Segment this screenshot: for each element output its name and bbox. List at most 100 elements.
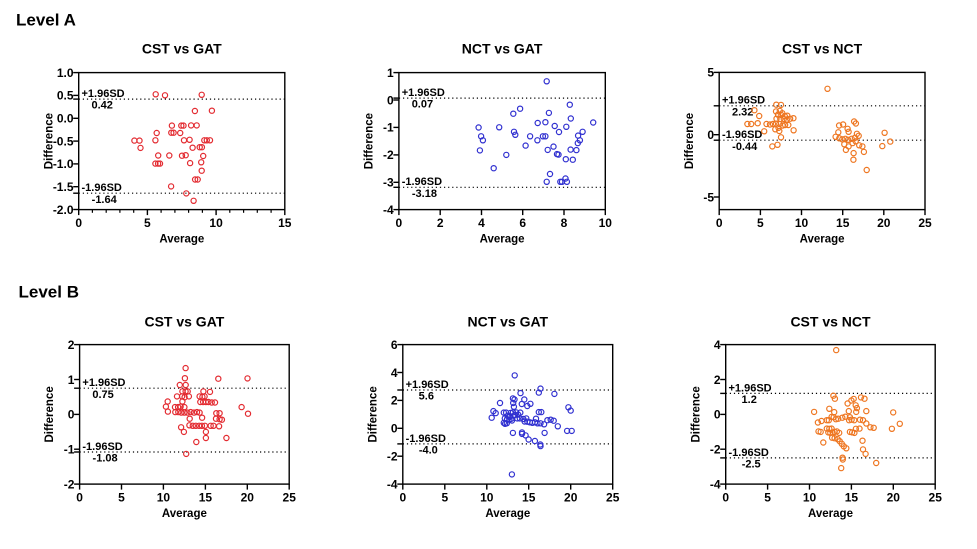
svg-text:-0.5: -0.5: [53, 134, 74, 148]
svg-text:-4: -4: [710, 477, 721, 491]
svg-text:0: 0: [387, 93, 394, 107]
svg-text:0: 0: [75, 216, 82, 230]
svg-text:+1.96SD: +1.96SD: [722, 95, 765, 107]
svg-text:Average: Average: [480, 234, 525, 246]
svg-text:0: 0: [714, 408, 721, 422]
svg-text:-1: -1: [383, 121, 394, 135]
svg-text:Difference: Difference: [690, 386, 702, 442]
svg-text:10: 10: [599, 216, 613, 230]
svg-text:-2: -2: [710, 443, 721, 457]
svg-text:10: 10: [209, 216, 223, 230]
svg-text:10: 10: [480, 490, 494, 504]
svg-text:25: 25: [606, 490, 620, 504]
svg-text:-4.0: -4.0: [419, 445, 438, 457]
svg-text:-0.44: -0.44: [732, 141, 758, 153]
svg-text:6: 6: [391, 338, 398, 352]
svg-text:-3.18: -3.18: [412, 188, 437, 200]
svg-text:CST vs GAT: CST vs GAT: [142, 41, 222, 57]
svg-text:-5: -5: [703, 190, 714, 204]
svg-text:+1.96SD: +1.96SD: [82, 88, 125, 100]
svg-text:CST vs GAT: CST vs GAT: [144, 314, 224, 330]
svg-text:5.6: 5.6: [419, 391, 434, 403]
svg-text:4: 4: [714, 338, 721, 352]
svg-text:5: 5: [118, 490, 125, 504]
svg-text:Level B: Level B: [19, 283, 79, 302]
svg-text:0.0: 0.0: [57, 112, 74, 126]
svg-text:CST vs NCT: CST vs NCT: [782, 41, 863, 57]
svg-text:1: 1: [68, 373, 75, 387]
svg-text:-2: -2: [383, 148, 394, 162]
svg-text:NCT vs GAT: NCT vs GAT: [467, 314, 548, 330]
svg-text:15: 15: [522, 490, 536, 504]
svg-text:0: 0: [396, 216, 403, 230]
svg-text:-2: -2: [64, 477, 75, 491]
svg-text:2: 2: [391, 394, 398, 408]
svg-text:10: 10: [795, 216, 809, 230]
svg-text:0: 0: [76, 490, 83, 504]
svg-text:-1.96SD: -1.96SD: [729, 447, 769, 459]
svg-text:+1.96SD: +1.96SD: [402, 87, 445, 99]
svg-text:15: 15: [199, 490, 213, 504]
svg-text:2: 2: [714, 373, 721, 387]
svg-text:25: 25: [918, 216, 932, 230]
svg-text:Average: Average: [800, 234, 845, 246]
svg-text:25: 25: [283, 490, 297, 504]
svg-text:20: 20: [877, 216, 891, 230]
svg-text:-2: -2: [387, 450, 398, 464]
svg-text:20: 20: [887, 490, 901, 504]
svg-text:Average: Average: [159, 234, 204, 246]
svg-text:-3: -3: [383, 176, 394, 190]
svg-text:-2.0: -2.0: [53, 203, 74, 217]
svg-text:10: 10: [157, 490, 171, 504]
svg-text:-1.96SD: -1.96SD: [722, 129, 762, 141]
svg-text:-4: -4: [383, 203, 394, 217]
svg-text:15: 15: [836, 216, 850, 230]
svg-text:15: 15: [845, 490, 859, 504]
svg-text:1.0: 1.0: [57, 66, 74, 80]
svg-text:25: 25: [929, 490, 943, 504]
svg-text:0: 0: [391, 422, 398, 436]
svg-text:0: 0: [716, 216, 723, 230]
svg-text:4: 4: [478, 216, 485, 230]
svg-text:0: 0: [722, 490, 729, 504]
svg-text:1.2: 1.2: [742, 394, 757, 406]
svg-text:CST vs NCT: CST vs NCT: [790, 314, 871, 330]
svg-text:0: 0: [707, 128, 714, 142]
svg-text:20: 20: [564, 490, 578, 504]
svg-text:-1.96SD: -1.96SD: [406, 433, 446, 445]
svg-text:8: 8: [561, 216, 568, 230]
svg-text:15: 15: [278, 216, 292, 230]
svg-text:+1.96SD: +1.96SD: [406, 379, 449, 391]
svg-text:5: 5: [707, 66, 714, 80]
svg-text:-4: -4: [387, 477, 398, 491]
svg-text:2.32: 2.32: [732, 106, 753, 118]
svg-text:-1: -1: [64, 443, 75, 457]
svg-text:0.07: 0.07: [412, 99, 433, 111]
svg-text:-1.64: -1.64: [92, 194, 118, 206]
svg-text:Average: Average: [162, 508, 207, 520]
svg-text:5: 5: [764, 490, 771, 504]
svg-text:1: 1: [387, 66, 394, 80]
svg-text:2: 2: [68, 338, 75, 352]
svg-text:0: 0: [68, 408, 75, 422]
svg-text:Difference: Difference: [367, 386, 379, 442]
svg-text:Difference: Difference: [364, 113, 376, 169]
svg-text:2: 2: [437, 216, 444, 230]
svg-text:0.75: 0.75: [92, 389, 113, 401]
svg-text:5: 5: [441, 490, 448, 504]
svg-text:-1.0: -1.0: [53, 157, 74, 171]
svg-text:20: 20: [241, 490, 255, 504]
svg-text:-2.5: -2.5: [742, 459, 761, 471]
svg-text:5: 5: [144, 216, 151, 230]
svg-text:-1.96SD: -1.96SD: [402, 176, 442, 188]
svg-text:5: 5: [757, 216, 764, 230]
svg-text:Difference: Difference: [684, 113, 696, 169]
svg-text:4: 4: [391, 366, 398, 380]
svg-text:0: 0: [399, 490, 406, 504]
svg-text:Difference: Difference: [44, 386, 56, 442]
svg-text:6: 6: [519, 216, 526, 230]
svg-text:Average: Average: [808, 508, 853, 520]
svg-text:Level A: Level A: [16, 11, 76, 30]
svg-text:Average: Average: [485, 508, 530, 520]
svg-text:0.42: 0.42: [91, 100, 112, 112]
